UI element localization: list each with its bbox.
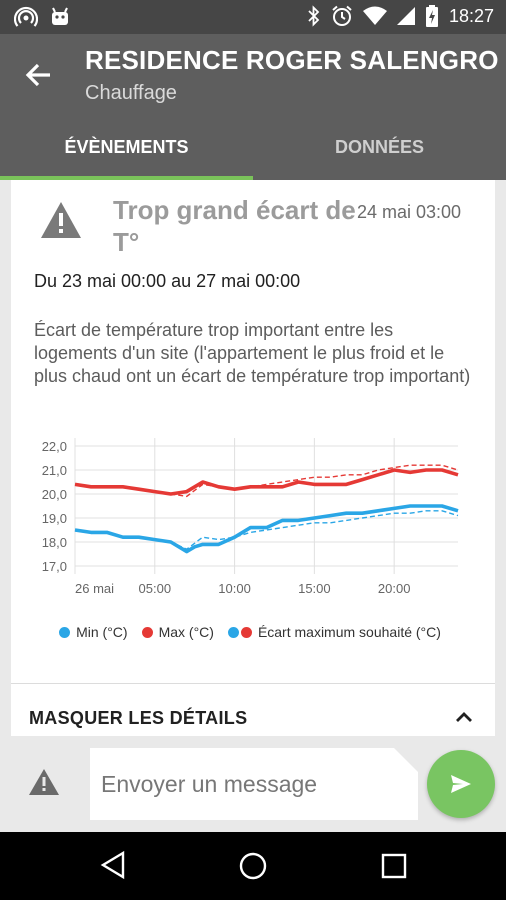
legend-ecart-dot-red (240, 626, 252, 638)
message-box (90, 748, 418, 820)
wifi-icon (362, 6, 387, 26)
legend-max-label: Max (°C) (158, 624, 214, 640)
nav-home-icon[interactable] (238, 851, 268, 886)
message-composer (0, 736, 506, 832)
legend-min-label: Min (°C) (76, 624, 128, 640)
y-tick-label: 17,0 (42, 559, 67, 574)
message-input[interactable] (101, 766, 381, 802)
hide-details-label: MASQUER LES DÉTAILS (29, 708, 248, 728)
system-navbar (0, 832, 506, 900)
status-bar: 18:27 (0, 0, 506, 34)
legend-max: Max (°C) (141, 624, 214, 640)
signal-icon (396, 6, 415, 26)
event-range: Du 23 mai 00:00 au 27 mai 00:00 (34, 271, 301, 291)
message-box-notch (394, 748, 418, 772)
arrow-back-icon[interactable] (22, 58, 56, 92)
y-tick-label: 20,0 (42, 487, 67, 502)
legend-ecart-dot-blue (227, 626, 239, 638)
x-tick-label: 26 mai (75, 581, 114, 596)
x-tick-label: 10:00 (218, 581, 251, 596)
hide-details-button[interactable]: MASQUER LES DÉTAILS (11, 684, 495, 736)
series-line-2 (74, 510, 459, 550)
nav-recents-icon[interactable] (381, 853, 407, 884)
bluetooth-icon (307, 5, 321, 27)
android-icon (50, 6, 70, 28)
y-tick-label: 19,0 (42, 511, 67, 526)
x-tick-label: 20:00 (378, 581, 411, 596)
alarm-icon (331, 5, 353, 27)
legend-ecart: Écart maximum souhaité (°C) (227, 624, 441, 640)
warning-icon[interactable] (28, 768, 60, 801)
tab-evenements[interactable]: ÉVÈNEMENTS (0, 126, 253, 180)
page-subtitle: Chauffage (85, 82, 177, 104)
event-date: 24 mai 03:00 (357, 202, 462, 222)
battery-charging-icon (425, 5, 439, 27)
x-tick-label: 05:00 (139, 581, 172, 596)
y-tick-label: 22,0 (42, 439, 67, 454)
event-card: Trop grand écart de T° 24 mai 03:00 Du 2… (11, 180, 495, 736)
y-tick-label: 21,0 (42, 463, 67, 478)
series-line-1 (74, 468, 459, 496)
status-time: 18:27 (448, 5, 494, 26)
event-description: Écart de température trop important entr… (34, 320, 471, 386)
legend-min-dot (59, 626, 71, 638)
send-icon (451, 775, 471, 793)
send-button[interactable] (427, 750, 495, 818)
tab-bar: ÉVÈNEMENTS DONNÉES (0, 126, 506, 180)
chevron-up-icon (455, 710, 473, 728)
warning-icon (39, 200, 83, 245)
chart-legend: Min (°C) Max (°C) Écart maximum souhaité… (11, 624, 495, 640)
divider (11, 683, 495, 684)
legend-max-dot (141, 626, 153, 638)
nav-back-icon[interactable] (100, 850, 126, 885)
tab-donnees[interactable]: DONNÉES (334, 137, 424, 157)
app-bar: RESIDENCE ROGER SALENGRO Chauffage ÉVÈNE… (0, 34, 506, 180)
event-title: Trop grand écart de T° (113, 195, 356, 257)
legend-min: Min (°C) (59, 624, 128, 640)
x-tick-label: 15:00 (298, 581, 331, 596)
temperature-chart: 22,0 21,0 20,0 19,0 18,0 17,0 26 mai 05:00 10:00… (42, 438, 459, 596)
series-line-0 (74, 504, 459, 554)
y-tick-label: 18,0 (42, 535, 67, 550)
legend-ecart-label: Écart maximum souhaité (°C) (257, 624, 441, 640)
hotspot-icon (14, 6, 38, 28)
page-title: RESIDENCE ROGER SALENGRO (85, 45, 499, 75)
